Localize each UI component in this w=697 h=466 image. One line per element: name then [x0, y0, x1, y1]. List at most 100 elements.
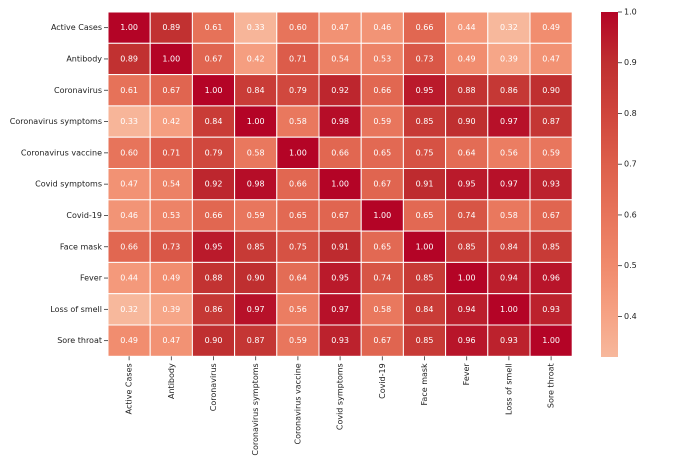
cell-value-label: 1.00 — [416, 242, 434, 251]
cell-value-label: 0.58 — [289, 117, 307, 126]
cell-value-label: 0.66 — [416, 23, 434, 32]
column-tick-labels: Active Cases Antibody Coronavirus Coronavir… — [125, 356, 556, 456]
cell-value-label: 0.74 — [373, 274, 391, 283]
cell-value-label: 0.91 — [331, 242, 349, 251]
heatmap-cell — [529, 105, 573, 138]
heatmap-cell — [529, 168, 573, 201]
heatmap-cell — [318, 74, 362, 107]
cell-value-label: 0.46 — [120, 211, 138, 220]
cell-value-label: 0.71 — [289, 54, 307, 63]
cell-value-label: 0.56 — [500, 148, 518, 157]
cell-value-label: 0.86 — [500, 86, 518, 95]
cell-value-label: 0.59 — [373, 117, 391, 126]
cell-value-label: 0.61 — [120, 86, 138, 95]
cell-value-label: 0.97 — [331, 305, 349, 314]
cell-value-label: 0.85 — [542, 242, 560, 251]
cell-value-label: 0.49 — [162, 274, 180, 283]
row-tick-label: Fever — [80, 274, 103, 283]
cell-value-label: 0.89 — [120, 54, 138, 63]
cell-value-label: 0.32 — [500, 23, 518, 32]
cell-value-label: 0.75 — [289, 242, 307, 251]
column-tick-label: Coronavirus vaccine — [293, 363, 302, 444]
cell-value-label: 0.65 — [373, 148, 391, 157]
cell-value-label: 0.91 — [416, 180, 434, 189]
cell-value-label: 0.98 — [331, 117, 349, 126]
cell-value-label: 1.00 — [373, 211, 391, 220]
cell-value-label: 0.75 — [416, 148, 434, 157]
cell-value-label: 0.49 — [542, 23, 560, 32]
cell-value-label: 0.85 — [247, 242, 265, 251]
heatmap-cell — [445, 199, 489, 232]
cell-value-label: 0.58 — [247, 148, 265, 157]
heatmap-cell — [318, 11, 362, 44]
cell-value-label: 0.90 — [458, 117, 476, 126]
heatmap-cell — [234, 230, 278, 263]
cell-value-label: 0.67 — [205, 54, 223, 63]
heatmap-cell — [234, 136, 278, 169]
row-tick-label: Coronavirus — [54, 86, 102, 95]
heatmap-cell — [487, 230, 531, 263]
cell-value-label: 1.00 — [247, 117, 265, 126]
heatmap-cell — [191, 261, 236, 295]
column-tick-label: Coronavirus symptoms — [251, 363, 260, 455]
heatmap-cell — [149, 11, 193, 44]
colorbar-tick-label: 0.4 — [624, 312, 637, 321]
heatmap-cell — [529, 136, 573, 169]
heatmap-cell — [445, 293, 489, 326]
cell-value-label: 0.84 — [416, 305, 434, 314]
cell-value-label: 0.66 — [289, 180, 307, 189]
heatmap-cell — [445, 42, 489, 76]
cell-value-label: 0.87 — [542, 117, 560, 126]
heatmap-cell — [529, 324, 573, 357]
colorbar-tick-label: 0.7 — [624, 160, 637, 169]
row-tick-label: Covid-19 — [66, 211, 102, 220]
heatmap-cell — [402, 42, 447, 76]
heatmap-cell — [360, 230, 404, 263]
cell-value-label: 0.74 — [458, 211, 476, 220]
heatmap-cell — [487, 199, 531, 232]
cell-value-label: 0.61 — [205, 23, 223, 32]
cell-value-label: 0.93 — [542, 180, 560, 189]
heatmap-cell — [487, 42, 531, 76]
cell-value-label: 0.56 — [289, 305, 307, 314]
cell-value-label: 0.66 — [205, 211, 223, 220]
row-tick-labels: Active Cases Antibody Coronavirus Coronavir… — [10, 23, 108, 345]
cell-value-label: 0.88 — [205, 274, 223, 283]
column-tick-label: Coronavirus — [209, 363, 218, 411]
cell-value-label: 0.47 — [542, 54, 560, 63]
cell-value-label: 0.67 — [373, 180, 391, 189]
cell-value-label: 0.79 — [205, 148, 223, 157]
cell-value-label: 1.00 — [331, 180, 349, 189]
heatmap-cell — [107, 74, 151, 107]
cell-value-label: 0.59 — [542, 148, 560, 157]
colorbar-tick-label: 0.5 — [624, 261, 637, 270]
cell-value-label: 0.73 — [416, 54, 434, 63]
cell-value-label: 0.97 — [247, 305, 265, 314]
cell-value-label: 0.90 — [205, 336, 223, 345]
heatmap-cell — [149, 230, 193, 263]
cell-value-label: 0.94 — [500, 274, 518, 283]
heatmap-cell — [360, 136, 404, 169]
heatmap-cell — [529, 230, 573, 263]
colorbar-tick-label: 0.9 — [624, 58, 637, 67]
column-tick-label: Face mask — [420, 363, 429, 405]
cell-value-label: 0.60 — [120, 148, 138, 157]
cell-value-label: 0.96 — [458, 336, 476, 345]
heatmap-cell — [487, 136, 531, 169]
heatmap-cell — [487, 324, 531, 357]
heatmap-cell — [191, 136, 236, 169]
heatmap-cell — [445, 324, 489, 357]
heatmap-cell — [234, 105, 278, 138]
heatmap-cell — [487, 11, 531, 44]
cell-value-label: 0.88 — [458, 86, 476, 95]
heatmap-cell — [191, 42, 236, 76]
heatmap-cell — [191, 293, 236, 326]
heatmap-cell — [234, 293, 278, 326]
cell-value-label: 0.53 — [162, 211, 180, 220]
cell-value-label: 1.00 — [458, 274, 476, 283]
heatmap-cell — [276, 324, 320, 357]
cell-value-label: 0.58 — [373, 305, 391, 314]
cell-value-label: 0.39 — [162, 305, 180, 314]
row-tick-label: Antibody — [66, 54, 102, 63]
cell-value-label: 0.47 — [162, 336, 180, 345]
